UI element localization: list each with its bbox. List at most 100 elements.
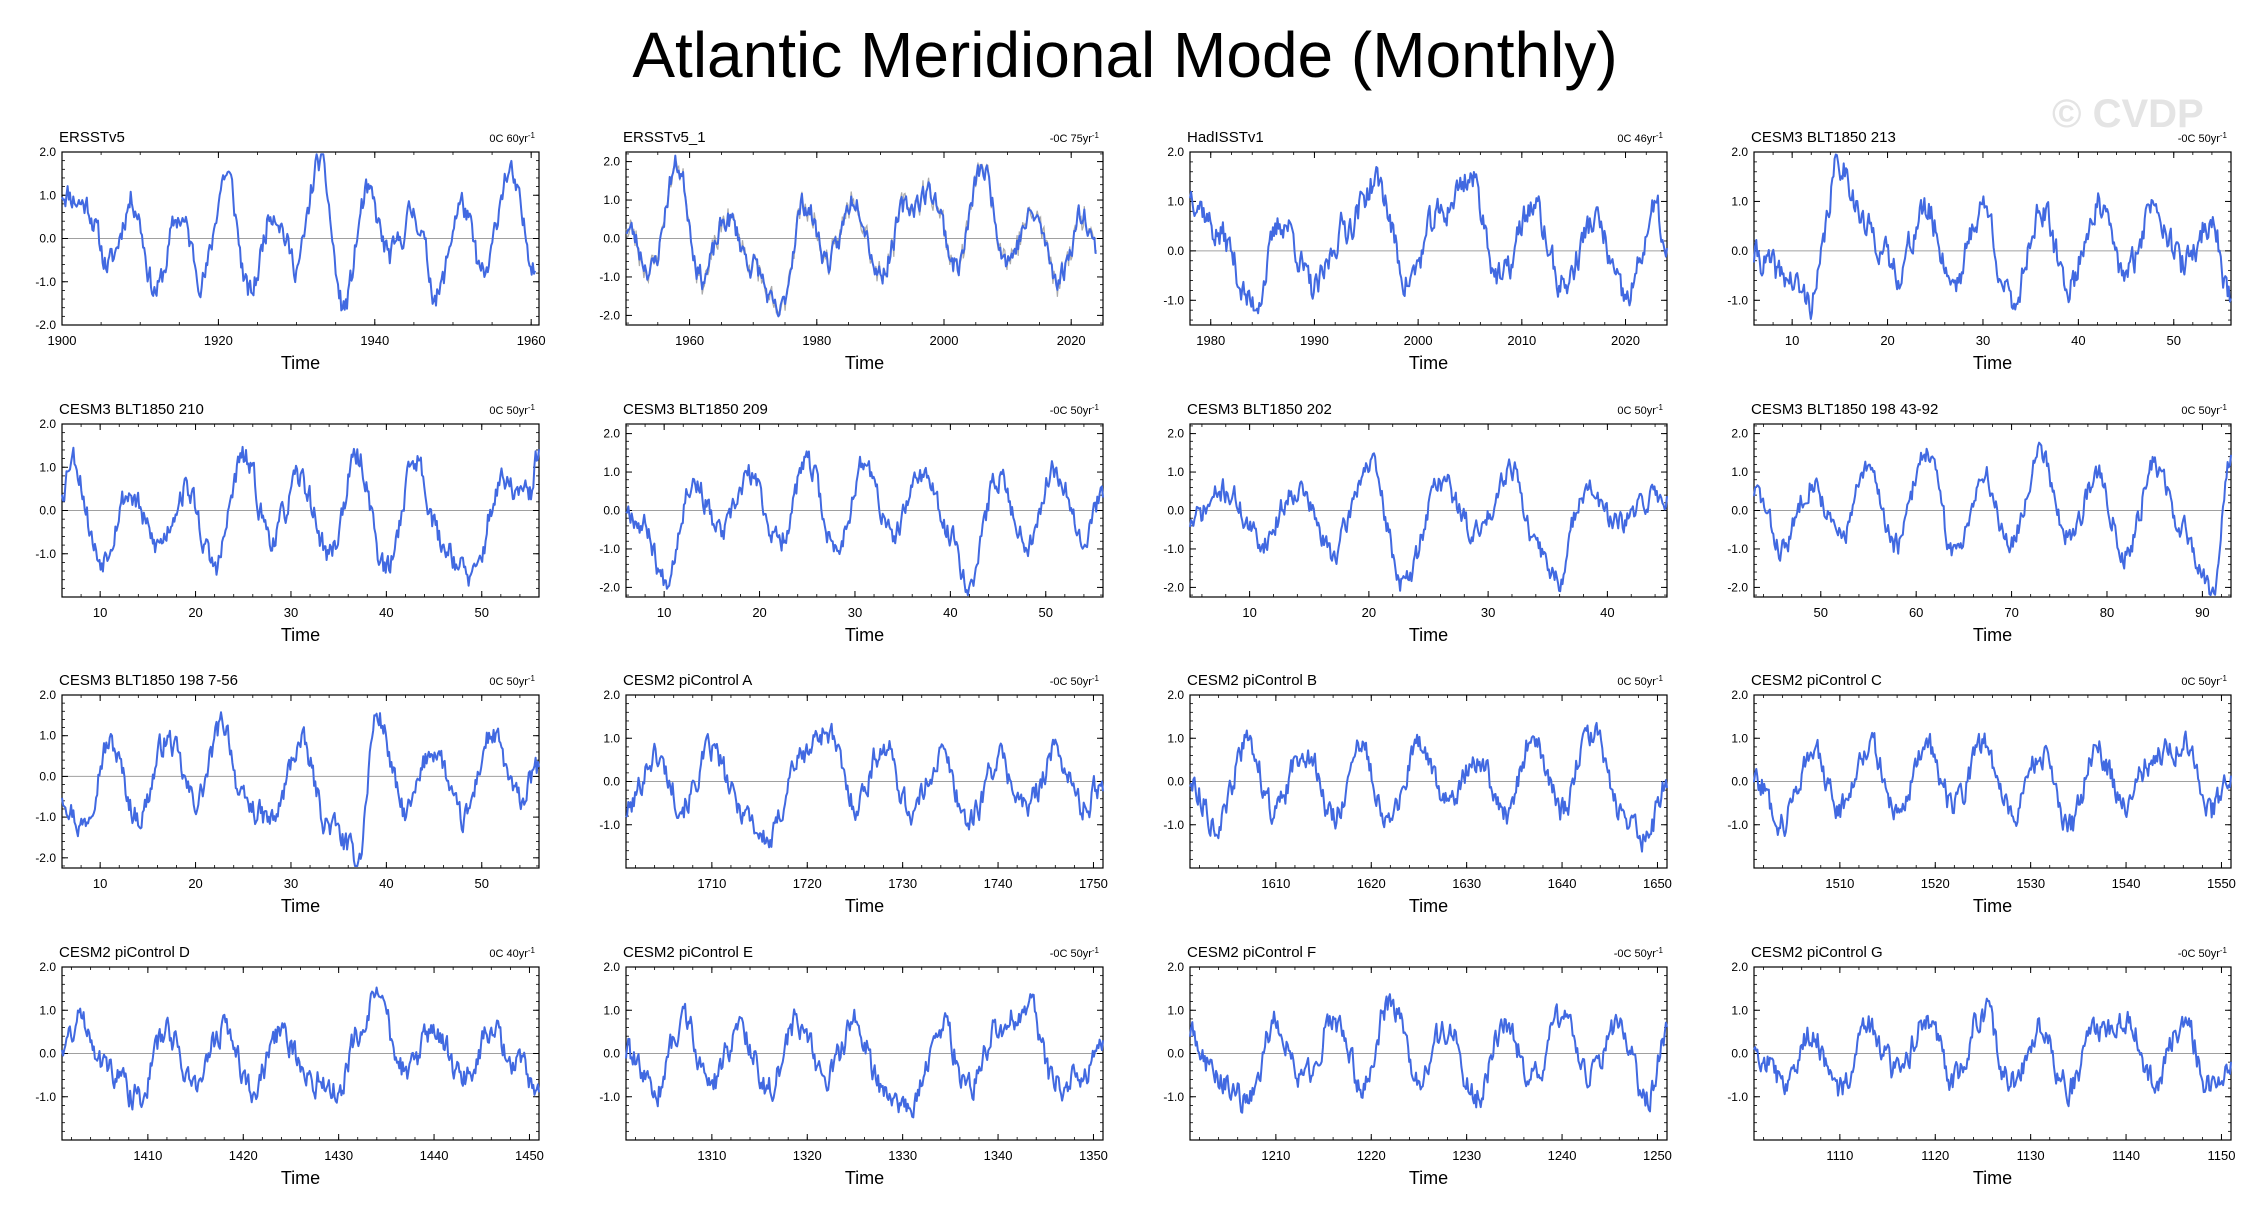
trend-label: -0C 50yr-1 xyxy=(1050,674,1100,688)
x-tick-label: 1250 xyxy=(1643,1148,1672,1163)
x-tick-label: 1650 xyxy=(1643,876,1672,891)
x-tick-label: 1540 xyxy=(2112,876,2141,891)
x-tick-label: 1550 xyxy=(2207,876,2236,891)
x-tick-label: 1610 xyxy=(1261,876,1290,891)
series-line xyxy=(61,986,540,1111)
panel-title: CESM2 piControl D xyxy=(59,944,190,961)
x-axis-label: Time xyxy=(281,1168,320,1188)
panel-title: CESM2 piControl E xyxy=(623,944,753,961)
x-tick-label: 30 xyxy=(848,605,862,620)
y-tick-label: 2.0 xyxy=(39,688,56,702)
x-tick-label: 1510 xyxy=(1825,876,1854,891)
panel-title: HadISSTv1 xyxy=(1187,129,1264,146)
series-line xyxy=(1189,452,1668,593)
y-tick-label: -1.0 xyxy=(1163,542,1184,556)
trend-label: -0C 50yr-1 xyxy=(2178,131,2228,145)
panel-title: ERSSTv5_1 xyxy=(623,129,706,146)
y-tick-label: 1.0 xyxy=(1167,194,1184,208)
y-tick-label: 1.0 xyxy=(1167,465,1184,479)
y-tick-label: -1.0 xyxy=(1727,293,1748,307)
y-tick-label: 0.0 xyxy=(1731,504,1748,518)
panel-16: CESM2 piControl G -0C 50yr-1 -1.0 0.0 1.0 2.0… xyxy=(1727,944,2235,1188)
x-tick-label: 20 xyxy=(188,876,202,891)
x-tick-label: 1520 xyxy=(1921,876,1950,891)
panel-2: ERSSTv5_1 -0C 75yr-1 -2.0 -1.0 0.0 1.0 2.0 1960… xyxy=(599,129,1104,373)
x-tick-label: 50 xyxy=(475,876,489,891)
x-tick-label: 10 xyxy=(1785,333,1799,348)
x-axis-label: Time xyxy=(281,896,320,916)
series-line xyxy=(1753,153,2232,320)
panel-title: CESM3 BLT1850 210 xyxy=(59,401,204,418)
panel-6: CESM3 BLT1850 209 -0C 50yr-1 -2.0 -1.0 0.0 1.… xyxy=(599,401,1104,645)
y-tick-label: 1.0 xyxy=(603,193,620,207)
series-line xyxy=(625,993,1104,1119)
panel-title: CESM2 piControl C xyxy=(1751,672,1882,689)
x-tick-label: 1720 xyxy=(793,876,822,891)
panel-7: CESM3 BLT1850 202 0C 50yr-1 -2.0 -1.0 0.0 1.0… xyxy=(1163,401,1668,645)
x-tick-label: 2020 xyxy=(1611,333,1640,348)
x-tick-label: 10 xyxy=(1242,605,1256,620)
x-tick-label: 1990 xyxy=(1300,333,1329,348)
y-tick-label: 0.0 xyxy=(603,775,620,789)
x-tick-label: 2000 xyxy=(930,333,959,348)
x-tick-label: 1900 xyxy=(48,333,77,348)
x-tick-label: 90 xyxy=(2195,605,2209,620)
series-line xyxy=(61,153,537,312)
y-tick-label: 1.0 xyxy=(1731,1003,1748,1017)
panel-3: HadISSTv1 0C 46yr-1 -1.0 0.0 1.0 2.0 1980 1990 2… xyxy=(1163,129,1668,373)
series-line xyxy=(625,450,1104,597)
x-tick-label: 1340 xyxy=(984,1148,1013,1163)
x-tick-label: 1750 xyxy=(1079,876,1108,891)
trend-label: -0C 75yr-1 xyxy=(1050,131,1100,145)
panel-title: CESM2 piControl F xyxy=(1187,944,1316,961)
y-tick-label: 2.0 xyxy=(1167,960,1184,974)
y-tick-label: 2.0 xyxy=(1731,427,1748,441)
x-tick-label: 1320 xyxy=(793,1148,822,1163)
panel-15: CESM2 piControl F -0C 50yr-1 -1.0 0.0 1.0 2.0… xyxy=(1163,944,1672,1188)
y-tick-label: 1.0 xyxy=(603,731,620,745)
x-tick-label: 1240 xyxy=(1548,1148,1577,1163)
y-tick-label: 2.0 xyxy=(603,688,620,702)
y-tick-label: -2.0 xyxy=(1727,580,1748,594)
y-tick-label: -1.0 xyxy=(1727,542,1748,556)
x-tick-label: 1630 xyxy=(1452,876,1481,891)
y-tick-label: 2.0 xyxy=(1167,688,1184,702)
y-tick-label: -2.0 xyxy=(1163,580,1184,594)
panel-title: CESM3 BLT1850 202 xyxy=(1187,401,1332,418)
y-tick-label: 2.0 xyxy=(603,155,620,169)
trend-label: 0C 50yr-1 xyxy=(2181,403,2227,417)
y-tick-label: 2.0 xyxy=(1167,145,1184,159)
x-axis-label: Time xyxy=(1409,896,1448,916)
x-tick-label: 1210 xyxy=(1261,1148,1290,1163)
x-axis-label: Time xyxy=(1409,353,1448,373)
x-axis-label: Time xyxy=(1409,625,1448,645)
x-tick-label: 40 xyxy=(1600,605,1614,620)
y-tick-label: 0.0 xyxy=(1167,504,1184,518)
panel-title: CESM3 BLT1850 209 xyxy=(623,401,768,418)
y-tick-label: 1.0 xyxy=(1731,731,1748,745)
panel-11: CESM2 piControl B 0C 50yr-1 -1.0 0.0 1.0 2.0 1… xyxy=(1163,672,1672,916)
panel-title: CESM2 piControl B xyxy=(1187,672,1317,689)
y-tick-label: 2.0 xyxy=(1731,145,1748,159)
y-tick-label: -1.0 xyxy=(35,1090,56,1104)
x-axis-label: Time xyxy=(845,625,884,645)
trend-label: 0C 50yr-1 xyxy=(2181,674,2227,688)
x-tick-label: 10 xyxy=(657,605,671,620)
y-tick-label: 2.0 xyxy=(39,145,56,159)
y-tick-label: 1.0 xyxy=(1167,1003,1184,1017)
x-tick-label: 1740 xyxy=(984,876,1013,891)
y-tick-label: 0.0 xyxy=(1167,244,1184,258)
y-tick-label: 1.0 xyxy=(603,465,620,479)
panel-title: CESM3 BLT1850 198 7-56 xyxy=(59,672,238,689)
trend-label: -0C 50yr-1 xyxy=(1050,946,1100,960)
y-tick-label: -2.0 xyxy=(35,851,56,865)
panel-12: CESM2 piControl C 0C 50yr-1 -1.0 0.0 1.0 2.0 1… xyxy=(1727,672,2236,916)
trend-label: 0C 50yr-1 xyxy=(1617,674,1663,688)
x-tick-label: 30 xyxy=(284,876,298,891)
panel-10: CESM2 piControl A -0C 50yr-1 -1.0 0.0 1.0 2.0… xyxy=(599,672,1108,916)
y-tick-label: 1.0 xyxy=(39,729,56,743)
x-tick-label: 1920 xyxy=(204,333,233,348)
y-tick-label: 2.0 xyxy=(1167,427,1184,441)
y-tick-label: -1.0 xyxy=(1163,293,1184,307)
x-tick-label: 1980 xyxy=(1196,333,1225,348)
